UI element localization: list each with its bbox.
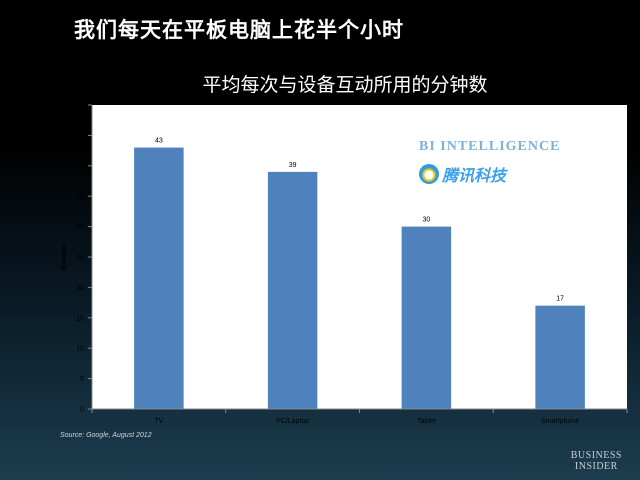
data-label: 43 <box>155 138 163 145</box>
x-tick-label: Smartphone <box>541 418 579 425</box>
y-tick-label: 25 <box>76 255 84 262</box>
business-insider-line2: INSIDER <box>574 461 618 472</box>
headline: 我们每天在平板电脑上花半个小时 <box>74 18 404 42</box>
bi-intelligence-logo: BI INTELLIGENCE <box>419 139 561 154</box>
source-note: Source: Google, August 2012 <box>60 432 152 439</box>
y-tick-label: 5 <box>80 376 84 383</box>
y-tick-label: 30 <box>76 224 84 231</box>
y-tick-label: 45 <box>76 133 84 140</box>
bar <box>267 171 318 409</box>
y-tick-label: 15 <box>76 315 84 322</box>
x-tick-label: TV <box>154 418 163 425</box>
bar <box>535 305 585 409</box>
y-axis: 0 5 10 15 20 25 30 35 40 45 50 <box>76 103 93 414</box>
x-tick-label: PC/Laptop <box>276 418 309 425</box>
y-tick-label: 20 <box>76 285 84 292</box>
tencent-logo: 腾讯科技 <box>419 163 506 185</box>
y-tick-label: 35 <box>76 194 84 201</box>
bar <box>134 147 184 409</box>
tencent-penguin-icon <box>419 164 439 184</box>
y-tick-label: 0 <box>80 407 84 414</box>
business-insider-logo: BUSINESS INSIDER <box>571 450 622 472</box>
business-insider-line1: BUSINESS <box>570 450 622 461</box>
x-axis: TV PC/Laptop Tablet Smartphone <box>91 408 628 425</box>
chart-title: 平均每次与设备互动所用的分钟数 <box>202 74 488 96</box>
x-tick-label: Tablet <box>417 418 436 425</box>
data-label: 39 <box>289 162 297 169</box>
y-axis-label: Minutes <box>61 244 68 271</box>
y-tick-label: 50 <box>76 103 84 110</box>
y-tick-label: 40 <box>76 163 84 170</box>
bars: 43 39 30 17 <box>134 138 585 409</box>
tencent-logo-text: 腾讯科技 <box>442 166 507 185</box>
bar <box>401 226 452 409</box>
data-label: 17 <box>556 296 564 303</box>
y-tick-label: 10 <box>76 346 84 353</box>
data-label: 30 <box>422 217 430 224</box>
